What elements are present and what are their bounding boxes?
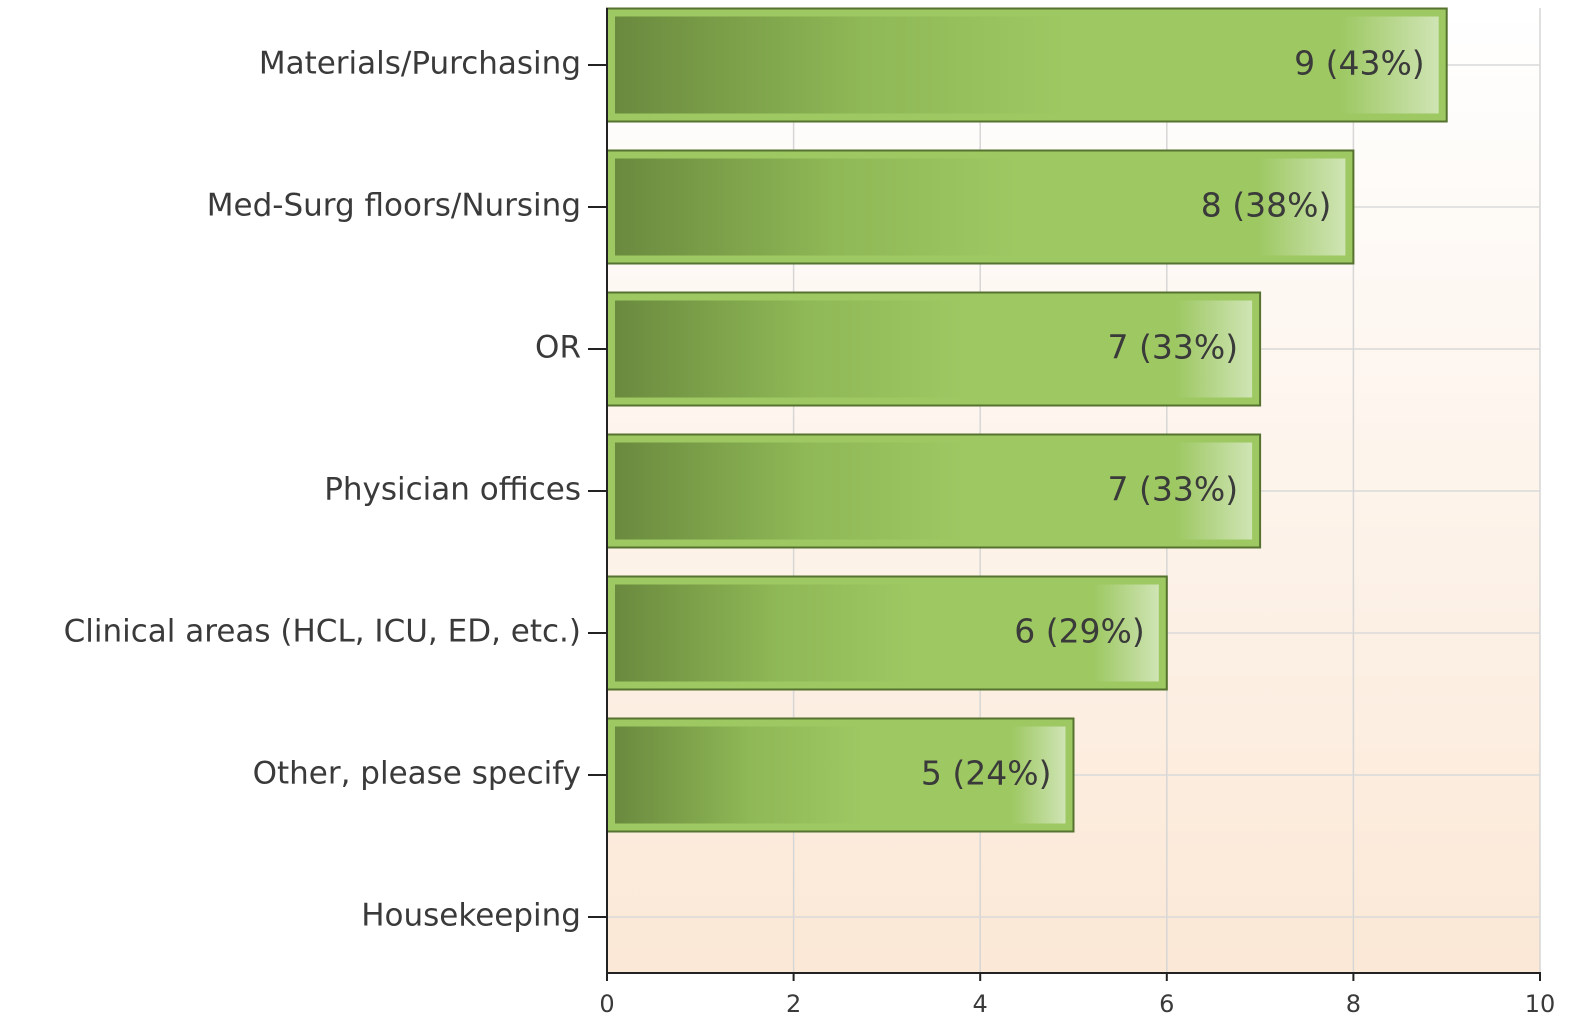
bar-inner xyxy=(615,158,1346,256)
y-tick-label: OR xyxy=(535,330,581,366)
x-tick-label: 6 xyxy=(1159,990,1174,1018)
x-tick-label: 8 xyxy=(1346,990,1361,1018)
value-label: 7 (33%) xyxy=(1108,470,1239,509)
y-tick-label: Physician offices xyxy=(324,472,581,508)
y-tick-label: Med-Surg floors/Nursing xyxy=(207,188,581,224)
value-label: 9 (43%) xyxy=(1294,44,1425,83)
x-tick-label: 0 xyxy=(599,990,614,1018)
y-tick-label: Materials/Purchasing xyxy=(259,46,581,82)
x-tick-label: 2 xyxy=(786,990,801,1018)
bar-inner xyxy=(615,584,1159,682)
bar-inner xyxy=(615,726,1066,824)
x-tick-label: 10 xyxy=(1525,990,1556,1018)
bar-inner xyxy=(615,16,1439,114)
bar-inner xyxy=(615,442,1253,540)
y-tick-label: Housekeeping xyxy=(361,898,581,934)
value-label: 5 (24%) xyxy=(921,754,1052,793)
x-tick-label: 4 xyxy=(973,990,988,1018)
value-label: 6 (29%) xyxy=(1014,612,1145,651)
bar-inner xyxy=(615,300,1253,398)
y-tick-label: Clinical areas (HCL, ICU, ED, etc.) xyxy=(64,614,581,650)
value-label: 7 (33%) xyxy=(1108,328,1239,367)
y-tick-label: Other, please specify xyxy=(253,756,581,792)
value-label: 8 (38%) xyxy=(1201,186,1332,225)
